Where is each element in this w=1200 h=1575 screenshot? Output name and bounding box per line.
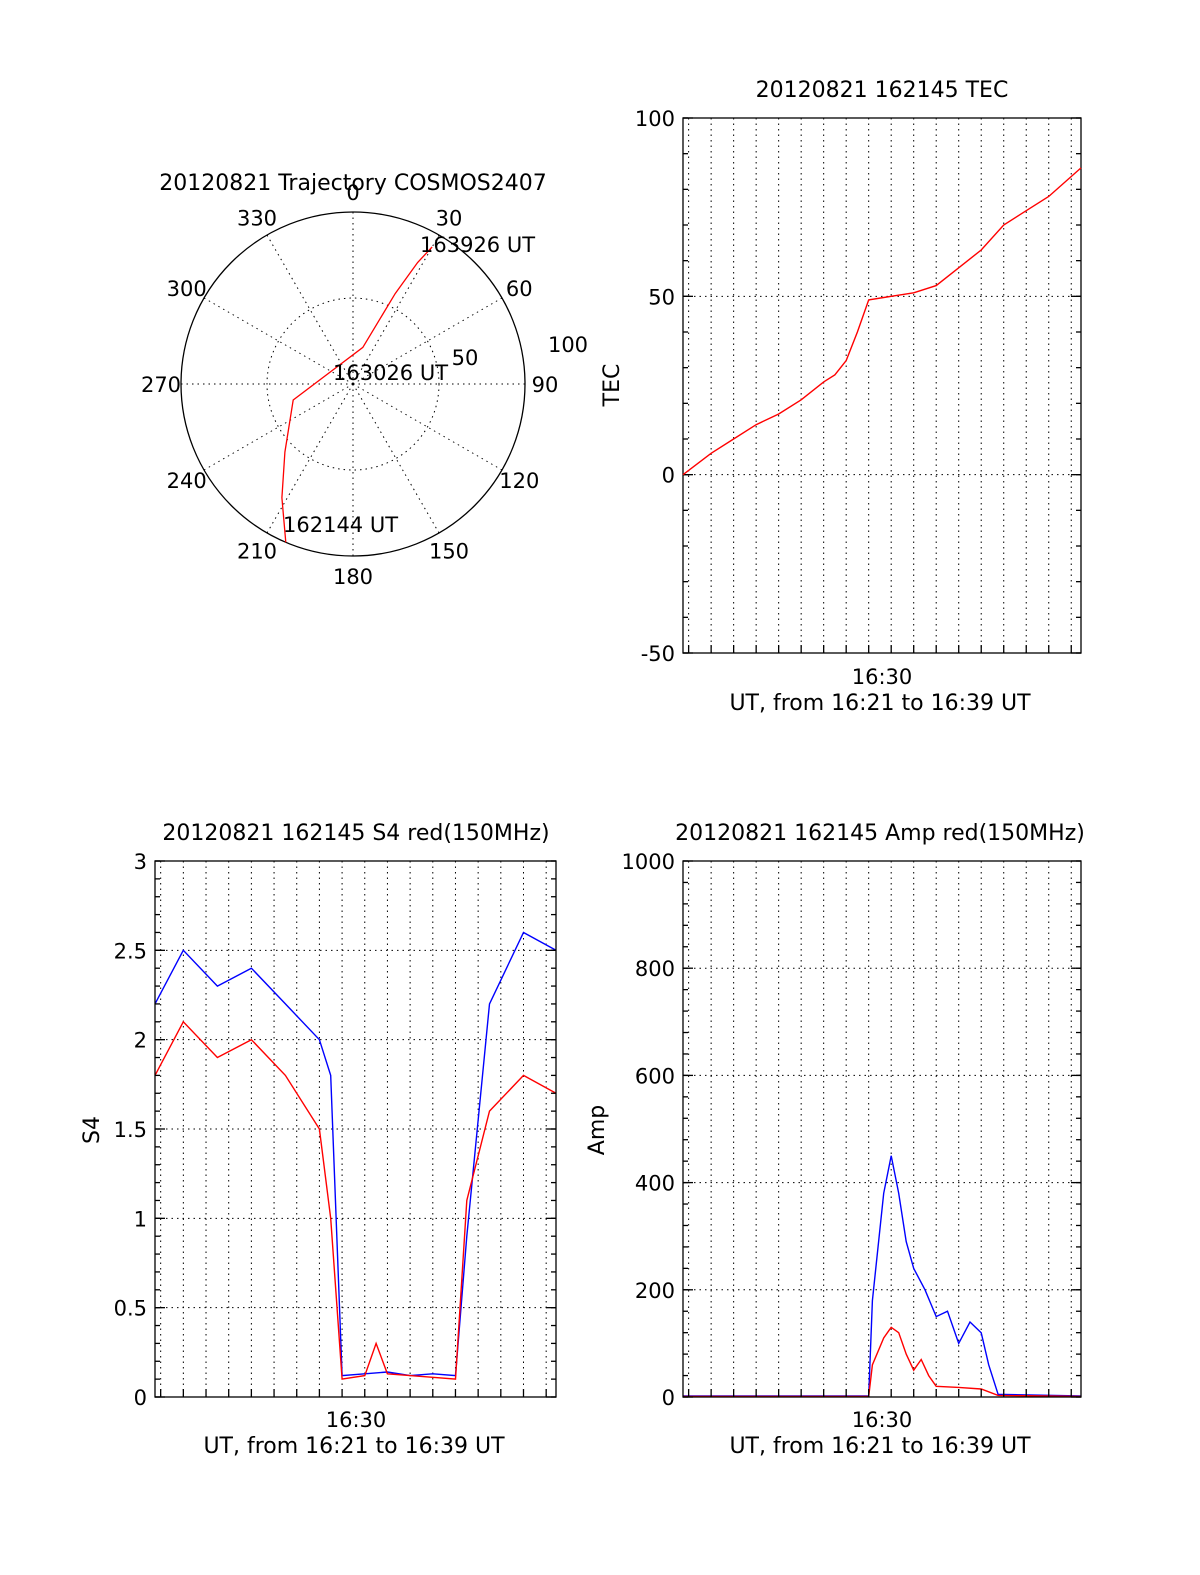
amp-axes-frame	[682, 860, 1082, 1398]
polar-angle-label: 300	[167, 277, 207, 301]
polar-angle-labels: 0 30 60 90 120 150 180 210 240 270 300 330	[141, 181, 558, 589]
tec-y-tick-label: 0	[662, 464, 675, 488]
amp-series-1	[683, 1326, 1082, 1398]
s4-y-axis-label: S4	[80, 1116, 105, 1144]
tec-chart: 20120821 162145 TEC -50 0 50 100 16:30 UT, …	[600, 78, 1082, 716]
polar-angle-label: 120	[499, 469, 539, 493]
tec-series-group	[682, 167, 1082, 476]
polar-trajectory-series	[281, 246, 433, 543]
amp-series-group	[683, 1155, 1082, 1398]
amp-ticks	[683, 860, 1081, 1398]
tec-series-0	[682, 167, 1082, 476]
s4-ticks	[155, 860, 556, 1398]
polar-angle-label: 0	[346, 181, 359, 205]
s4-y-tick-label: 1	[134, 1207, 147, 1231]
polar-grid-spoke	[203, 383, 354, 471]
polar-annotation-end: 163926 UT	[420, 233, 535, 257]
tec-title: 20120821 162145 TEC	[756, 78, 1009, 103]
amp-y-tick-label: 0	[662, 1386, 675, 1410]
polar-grid-spoke	[352, 383, 440, 534]
polar-grid	[181, 212, 525, 556]
amp-chart: 20120821 162145 Amp red(150MHz) 0 200 400 6…	[585, 821, 1085, 1459]
polar-outer-circle	[180, 211, 526, 557]
tec-y-tick-label: 50	[648, 285, 675, 309]
amp-y-tick-labels: 0 200 400 600 800 1000	[622, 850, 675, 1410]
polar-angle-label: 330	[237, 207, 277, 231]
s4-series-0	[154, 931, 557, 1377]
polar-grid-spoke	[352, 234, 440, 385]
polar-angle-label: 210	[237, 539, 277, 563]
tec-y-tick-labels: -50 0 50 100	[635, 107, 675, 666]
s4-x-tick-label: 16:30	[326, 1408, 387, 1432]
polar-annotation-mid: 163026 UT	[333, 361, 448, 385]
polar-chart: 20120821 Trajectory COSMOS2407 0 30 60 90 12…	[141, 171, 588, 589]
polar-radial-label-50: 50	[452, 346, 479, 370]
tec-x-tick-label: 16:30	[852, 665, 913, 689]
amp-grid	[683, 861, 1081, 1397]
polar-grid-spoke	[352, 297, 503, 385]
s4-axes-frame	[154, 860, 557, 1398]
polar-grid-spoke	[266, 383, 354, 534]
s4-title: 20120821 162145 S4 red(150MHz)	[162, 821, 549, 846]
s4-y-tick-label: 0	[134, 1386, 147, 1410]
amp-title: 20120821 162145 Amp red(150MHz)	[675, 821, 1085, 846]
s4-y-tick-labels: 0 0.5 1 1.5 2 2.5 3	[114, 850, 147, 1410]
s4-series-group	[154, 931, 557, 1380]
polar-angle-label: 150	[429, 539, 469, 563]
amp-y-tick-label: 600	[635, 1064, 675, 1088]
polar-annotation-start: 162144 UT	[283, 513, 398, 537]
s4-y-tick-label: 3	[134, 850, 147, 874]
polar-title: 20120821 Trajectory COSMOS2407	[159, 171, 546, 196]
polar-angle-label: 180	[333, 565, 373, 589]
amp-x-tick-label: 16:30	[852, 1408, 913, 1432]
s4-series-1	[154, 1020, 557, 1380]
s4-chart: 20120821 162145 S4 red(150MHz) 0 0.5 1 1.5 2…	[80, 821, 557, 1459]
amp-y-tick-label: 800	[635, 957, 675, 981]
s4-grid	[155, 861, 556, 1397]
tec-axes-frame	[682, 117, 1082, 654]
polar-grid-spoke	[352, 383, 503, 471]
polar-angle-label: 240	[167, 469, 207, 493]
amp-y-tick-label: 1000	[622, 850, 675, 874]
tec-y-tick-label: 100	[635, 107, 675, 131]
polar-grid-spoke	[203, 297, 354, 385]
polar-angle-label: 30	[436, 207, 463, 231]
s4-y-tick-label: 2.5	[114, 939, 147, 963]
tec-ticks	[683, 117, 1081, 654]
polar-angle-label: 270	[141, 373, 181, 397]
amp-y-tick-label: 400	[635, 1172, 675, 1196]
polar-angle-label: 60	[506, 277, 533, 301]
polar-grid-spoke	[266, 234, 354, 385]
polar-angle-label: 90	[532, 373, 559, 397]
s4-y-tick-label: 2	[134, 1029, 147, 1053]
tec-y-tick-label: -50	[641, 642, 675, 666]
polar-radial-label-100: 100	[548, 333, 588, 357]
amp-y-tick-label: 200	[635, 1279, 675, 1303]
amp-series-0	[683, 1155, 1082, 1397]
tec-grid	[683, 118, 1081, 653]
s4-y-tick-label: 0.5	[114, 1297, 147, 1321]
amp-x-axis-label: UT, from 16:21 to 16:39 UT	[729, 1434, 1031, 1459]
tec-y-axis-label: TEC	[600, 364, 625, 408]
tec-x-axis-label: UT, from 16:21 to 16:39 UT	[729, 691, 1031, 716]
s4-x-axis-label: UT, from 16:21 to 16:39 UT	[203, 1434, 505, 1459]
polar-grid-circle	[266, 297, 440, 471]
s4-y-tick-label: 1.5	[114, 1118, 147, 1142]
amp-y-axis-label: Amp	[585, 1105, 610, 1155]
